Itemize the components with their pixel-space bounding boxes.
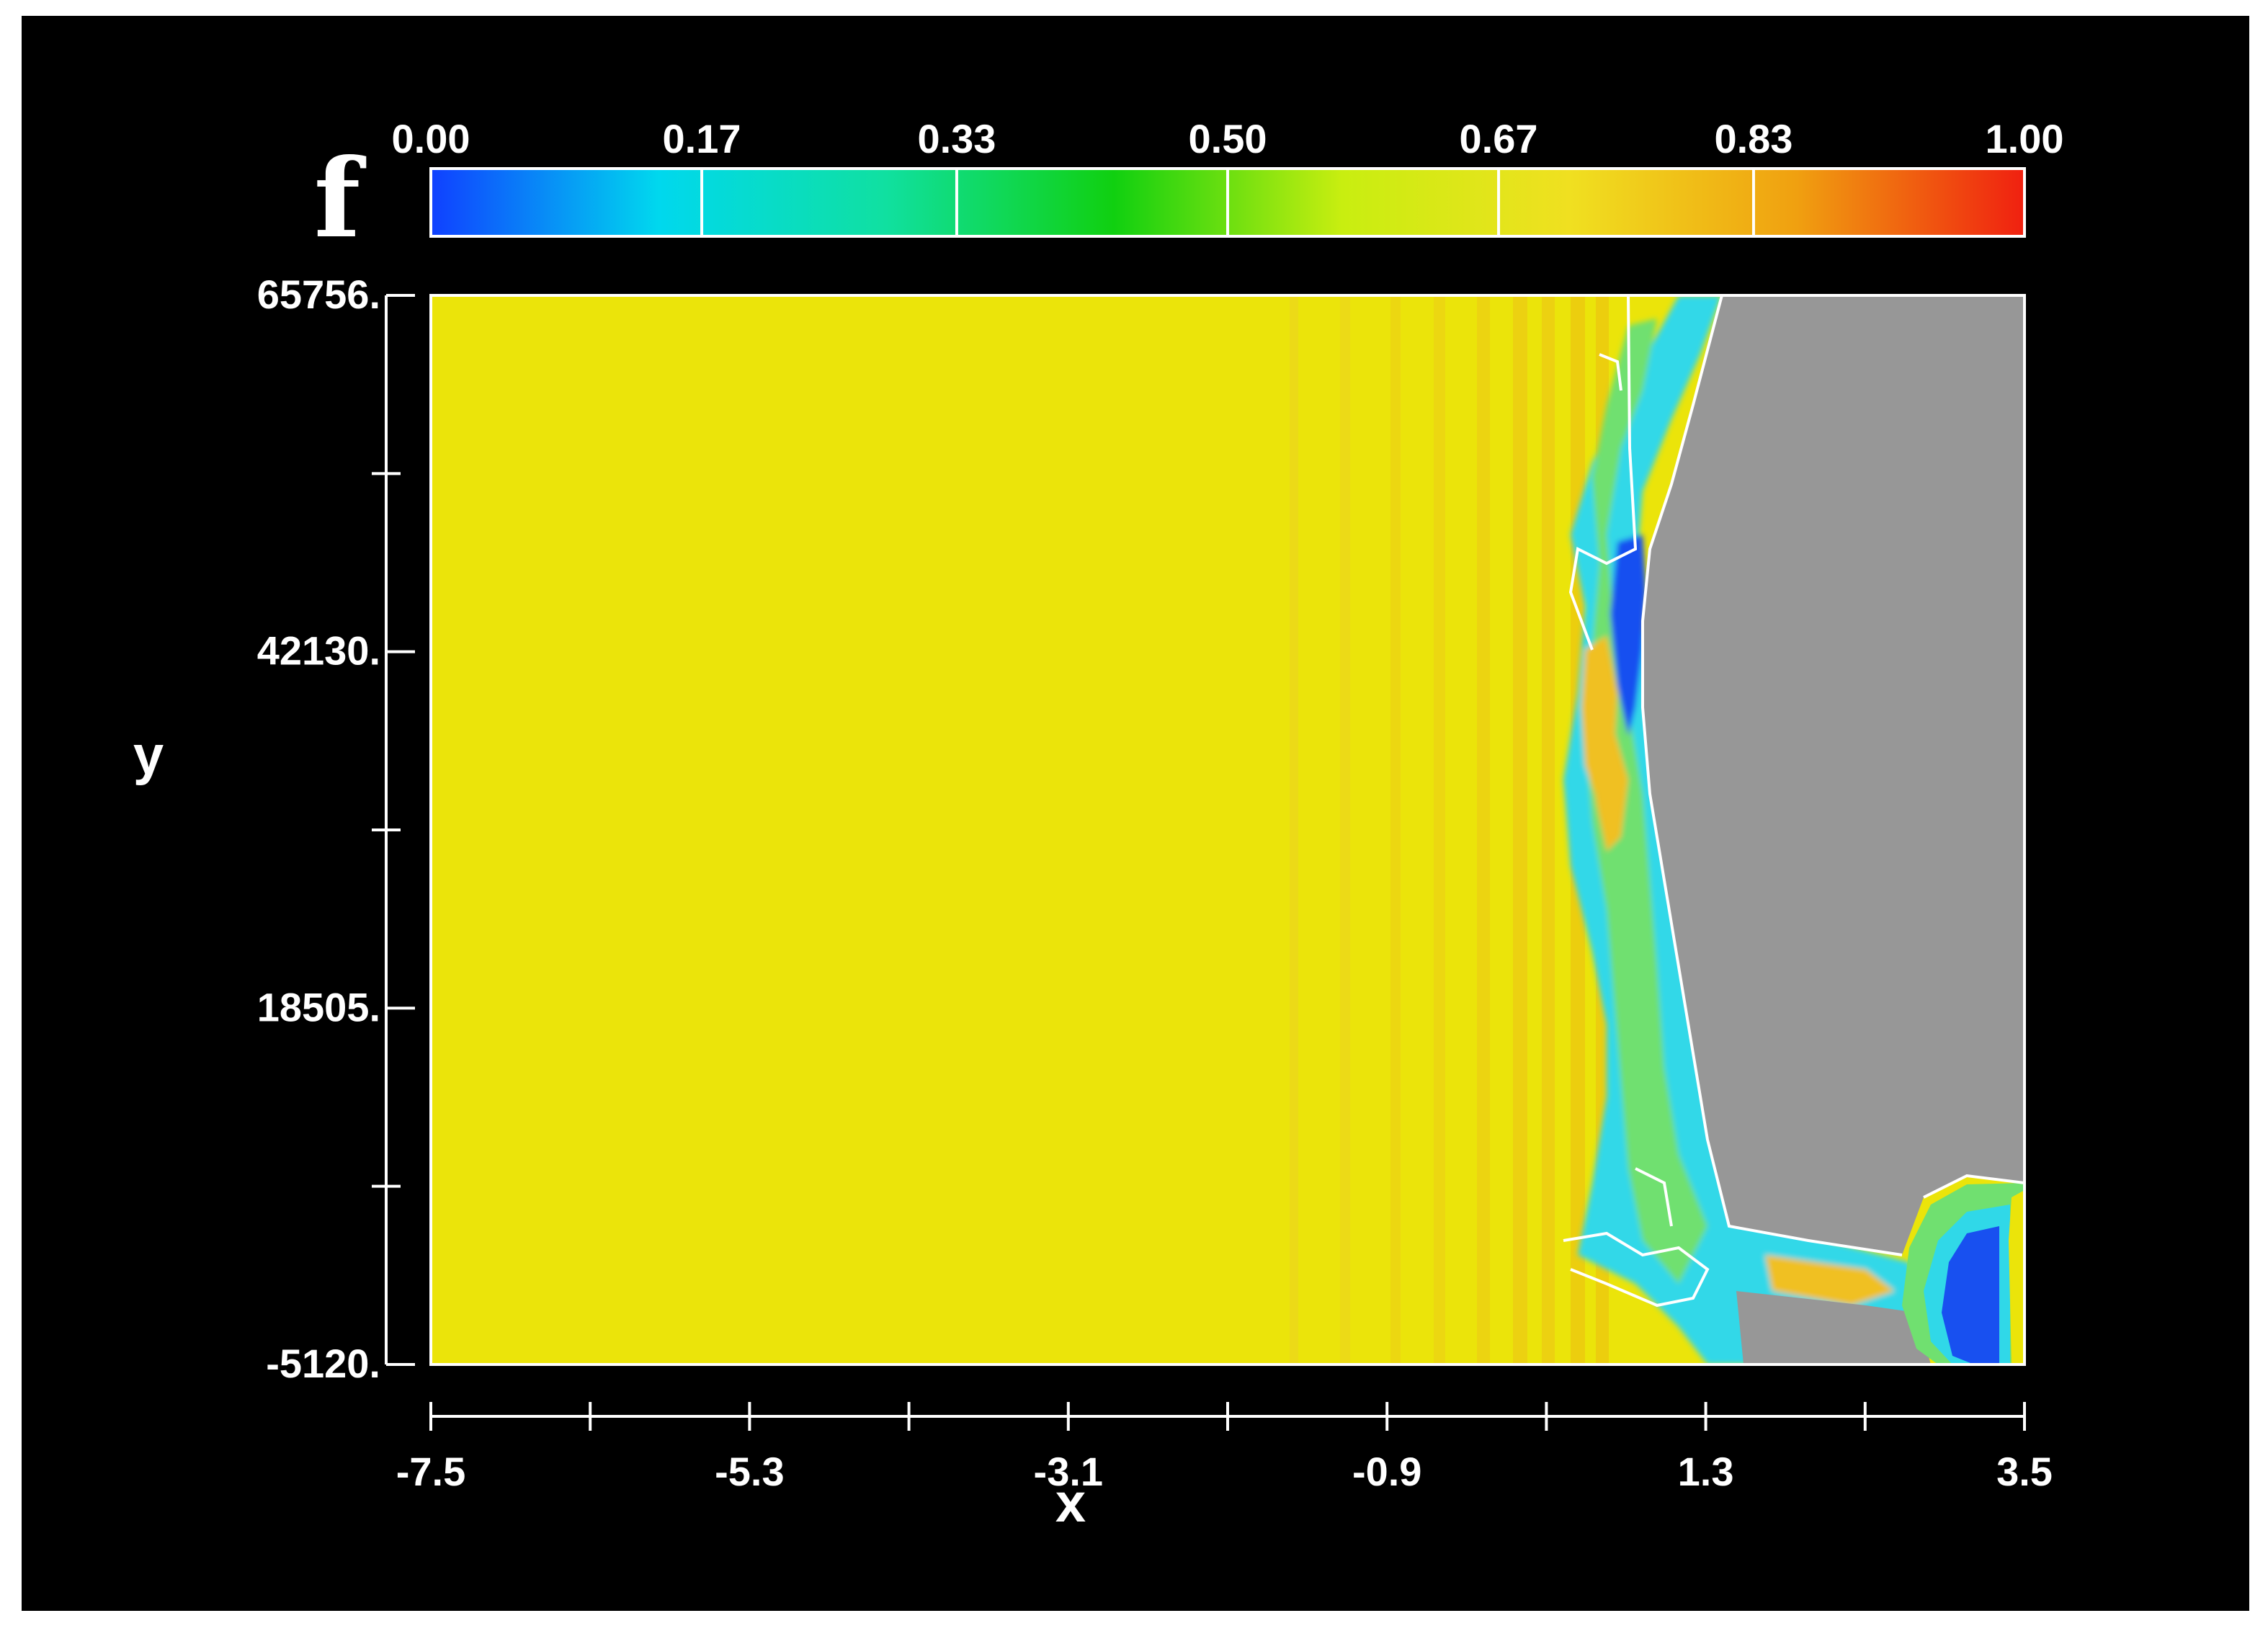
solid-region bbox=[1643, 295, 2024, 1255]
solid-region-lower bbox=[1736, 1291, 1931, 1364]
band-orange-2 bbox=[1592, 729, 1628, 852]
x-axis-title: x bbox=[1055, 1473, 1086, 1534]
y-tick-label: 18505. bbox=[257, 984, 380, 1029]
colorbar-tick-label: 0.50 bbox=[1189, 116, 1267, 161]
colorbar-tick-label: 0.83 bbox=[1714, 116, 1792, 161]
y-tick-label: 65756. bbox=[257, 272, 380, 317]
blob-blue bbox=[1942, 1226, 1999, 1364]
blob-edge-yellow bbox=[2009, 1190, 2024, 1364]
x-tick-label: -0.9 bbox=[1352, 1449, 1422, 1494]
contour-lines bbox=[1563, 295, 2024, 1308]
colorbar-tick-label: 0.33 bbox=[917, 116, 996, 161]
band-orange-bottom bbox=[1765, 1255, 1895, 1305]
colorbar-tick-label: 0.67 bbox=[1460, 116, 1538, 161]
colorbar-frame bbox=[429, 167, 2026, 238]
figure-panel: f 0.00 0.17 0.33 0.50 0.67 0.83 1.00 bbox=[22, 16, 2249, 1611]
x-tick-label: -5.3 bbox=[715, 1449, 785, 1494]
colorbar: f 0.00 0.17 0.33 0.50 0.67 0.83 1.00 bbox=[314, 116, 2064, 262]
x-tick-label: 3.5 bbox=[1996, 1449, 2053, 1494]
band-blue-upper bbox=[1610, 535, 1646, 736]
x-tick-label: -3.1 bbox=[1034, 1449, 1104, 1494]
corner-blob bbox=[1902, 1183, 2024, 1364]
y-axis-title: y bbox=[133, 725, 164, 786]
x-tick-label: 1.3 bbox=[1678, 1449, 1734, 1494]
plot-frame bbox=[429, 294, 2026, 1366]
interface-band bbox=[1563, 295, 1924, 1364]
colorbar-tick-label: 0.00 bbox=[392, 116, 470, 161]
x-axis: -7.5 -5.3 -3.1 -0.9 1.3 3.5 x bbox=[396, 1402, 2053, 1534]
colorbar-title: f bbox=[314, 135, 367, 262]
plot-area bbox=[431, 295, 2024, 1364]
chart-svg: f 0.00 0.17 0.33 0.50 0.67 0.83 1.00 bbox=[133, 116, 2064, 1534]
colorbar-tick-label: 1.00 bbox=[1986, 116, 2064, 161]
colorbar-tick-label: 0.17 bbox=[663, 116, 741, 161]
x-tick-label: -7.5 bbox=[396, 1449, 466, 1494]
y-tick-label: -5120. bbox=[266, 1341, 380, 1386]
y-tick-label: 42130. bbox=[257, 628, 380, 674]
y-axis: 65756. 42130. 18505. -5120. y bbox=[133, 272, 415, 1386]
